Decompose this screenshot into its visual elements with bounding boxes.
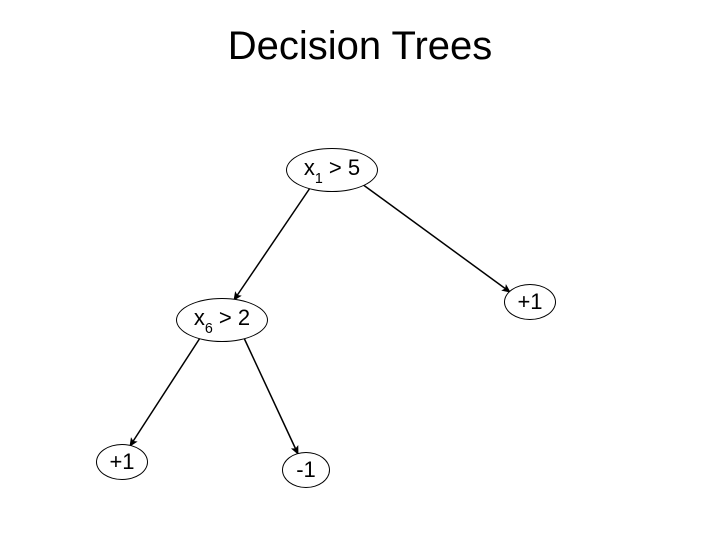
tree-edge <box>234 188 310 300</box>
tree-node-label: x6 > 2 <box>194 305 250 334</box>
page-title: Decision Trees <box>0 24 720 69</box>
tree-node-label: x1 > 5 <box>304 155 360 184</box>
tree-node-right: +1 <box>504 284 556 320</box>
tree-node-left: x6 > 2 <box>176 298 268 342</box>
tree-node-lr: -1 <box>282 452 330 488</box>
tree-node-ll: +1 <box>96 444 148 480</box>
tree-edge <box>244 338 298 454</box>
tree-node-label: +1 <box>517 289 542 315</box>
tree-edge <box>130 338 200 446</box>
tree-node-label: -1 <box>296 457 316 483</box>
tree-node-root: x1 > 5 <box>286 148 378 192</box>
tree-edge <box>362 184 510 292</box>
tree-node-label: +1 <box>109 449 134 475</box>
